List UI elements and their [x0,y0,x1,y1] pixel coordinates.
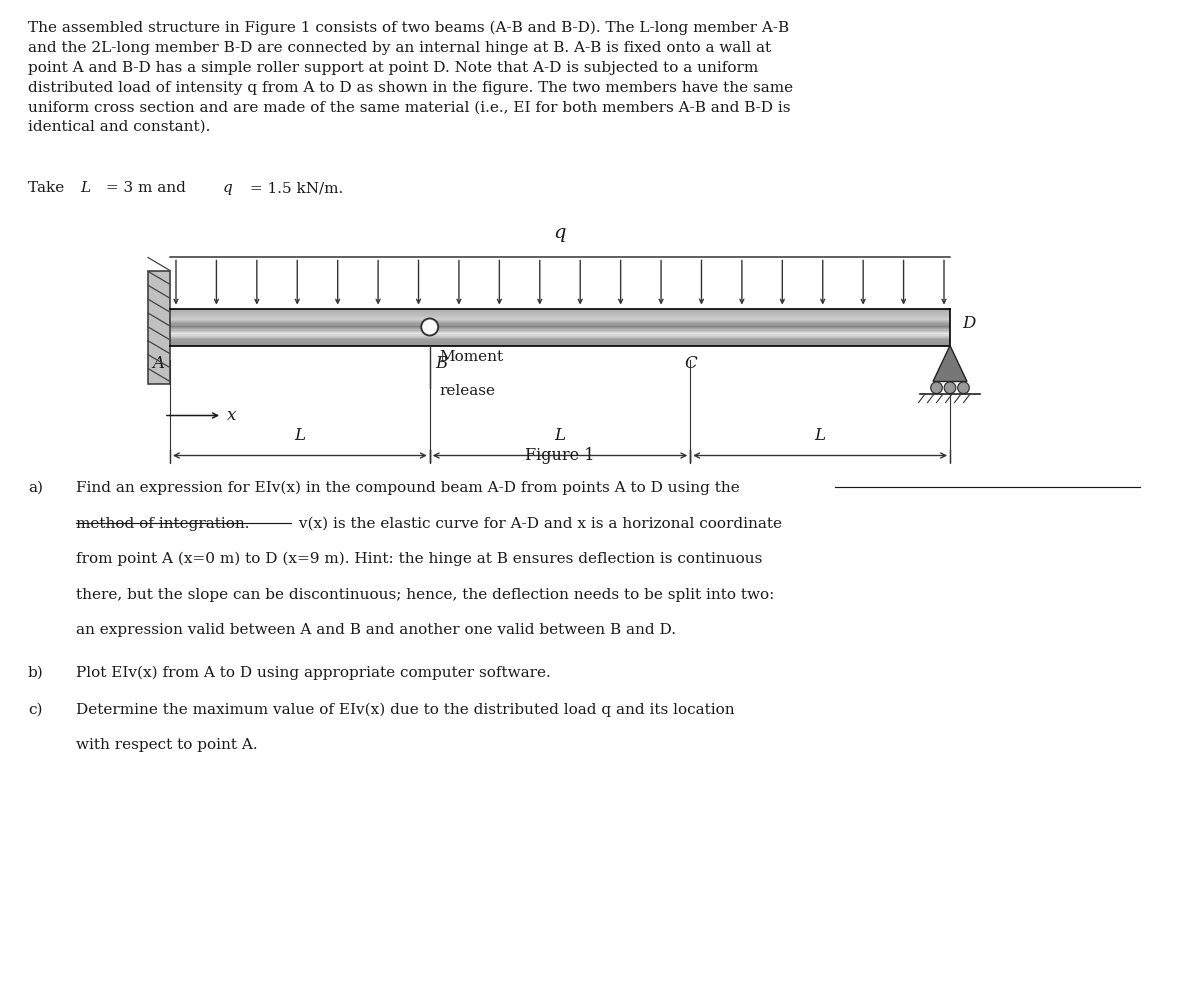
Text: q: q [553,224,566,242]
Text: Plot EIv(x) from A to D using appropriate computer software.: Plot EIv(x) from A to D using appropriat… [76,666,551,680]
Polygon shape [170,335,950,336]
Polygon shape [170,334,950,335]
Text: Take: Take [28,181,70,195]
Text: release: release [439,384,496,398]
Text: a): a) [28,481,43,495]
Polygon shape [170,327,950,329]
Circle shape [944,382,955,394]
Text: B: B [436,356,448,373]
Text: method of integration.: method of integration. [76,516,250,530]
Polygon shape [170,342,950,343]
Polygon shape [170,314,950,315]
Text: L: L [294,427,305,444]
Text: D: D [962,315,976,332]
Polygon shape [170,315,950,316]
Polygon shape [170,321,950,322]
Polygon shape [170,322,950,324]
Polygon shape [170,324,950,325]
Polygon shape [170,310,950,311]
Text: L: L [80,181,90,195]
Polygon shape [148,271,170,384]
Text: Figure 1: Figure 1 [526,447,595,464]
Text: from point A (x=0 m) to D (x=9 m). Hint: the hinge at B ensures deflection is co: from point A (x=0 m) to D (x=9 m). Hint:… [76,552,762,566]
Text: = 1.5 kN/m.: = 1.5 kN/m. [245,181,343,195]
Text: C: C [684,356,697,373]
Text: Determine the maximum value of EIv(x) due to the distributed load q and its loca: Determine the maximum value of EIv(x) du… [76,703,734,717]
Text: A: A [152,356,164,373]
Polygon shape [170,317,950,319]
Polygon shape [170,338,950,340]
Polygon shape [170,331,950,332]
Text: The assembled structure in Figure 1 consists of two beams (A-B and B-D). The L-l: The assembled structure in Figure 1 cons… [28,21,793,134]
Text: L: L [554,427,565,444]
Text: = 3 m and: = 3 m and [101,181,191,195]
Text: Find an expression for EIv(x) in the compound beam A-D from points A to D using : Find an expression for EIv(x) in the com… [76,481,739,496]
Text: with respect to point A.: with respect to point A. [76,738,258,752]
Polygon shape [170,325,950,326]
Text: b): b) [28,666,43,680]
Text: v(x) is the elastic curve for A-D and x is a horizonal coordinate: v(x) is the elastic curve for A-D and x … [294,516,782,530]
Polygon shape [170,332,950,334]
Polygon shape [170,316,950,317]
Polygon shape [170,309,950,310]
Polygon shape [170,345,950,346]
Polygon shape [170,340,950,341]
Text: an expression valid between A and B and another one valid between B and D.: an expression valid between A and B and … [76,623,676,637]
Polygon shape [170,313,950,314]
Polygon shape [170,343,950,345]
Polygon shape [170,336,950,337]
Text: L: L [815,427,826,444]
Polygon shape [170,329,950,330]
Circle shape [931,382,942,394]
Polygon shape [170,341,950,342]
Circle shape [421,319,438,336]
Polygon shape [170,337,950,338]
Polygon shape [170,311,950,313]
Polygon shape [934,346,967,382]
Polygon shape [170,320,950,321]
Polygon shape [170,330,950,331]
Polygon shape [170,319,950,320]
Text: x: x [227,407,236,424]
Text: there, but the slope can be discontinuous; hence, the deflection needs to be spl: there, but the slope can be discontinuou… [76,587,774,601]
Text: q: q [223,181,233,195]
Circle shape [958,382,970,394]
Text: c): c) [28,703,42,717]
Text: Moment: Moment [439,350,504,364]
Polygon shape [170,326,950,327]
